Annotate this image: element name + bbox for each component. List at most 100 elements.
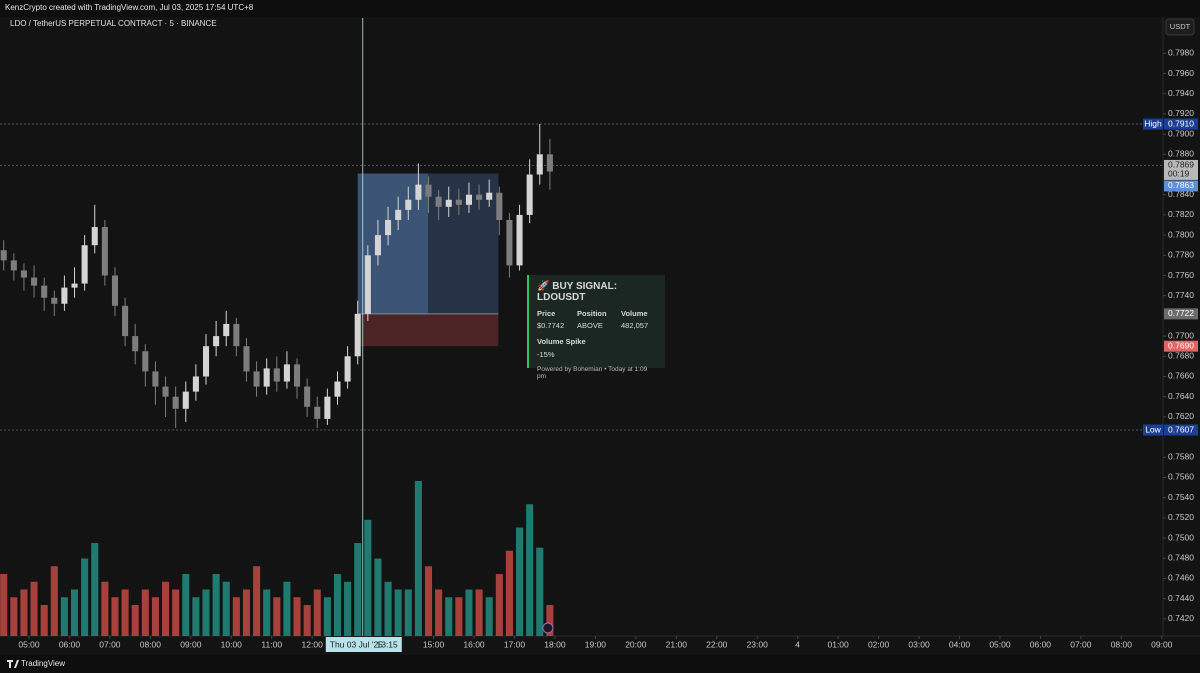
volume-bar (546, 605, 554, 636)
candle-body (465, 194, 473, 205)
x-tick-label: 19:00 (585, 639, 607, 649)
candle-body (283, 364, 290, 382)
candle-body (152, 371, 159, 387)
candle-body (476, 194, 483, 200)
currency[interactable]: USDT (1170, 22, 1191, 31)
volume-bar (182, 574, 190, 636)
x-tick-label: 17:00 (504, 639, 526, 649)
candle-body (162, 386, 169, 397)
volume-bar (273, 597, 281, 636)
candle-body (334, 381, 341, 397)
y-tick-label: 0.7940 (1168, 88, 1194, 98)
y-tick-label: 0.7640 (1168, 391, 1194, 401)
volume-bar (424, 566, 433, 636)
x-tick-label: 09:00 (1151, 639, 1173, 649)
candle-body (486, 192, 493, 200)
x-tick-label: 23:00 (747, 639, 769, 649)
footer-bar (0, 655, 1200, 673)
volume-bar (111, 597, 119, 636)
card-value: -15% (537, 350, 555, 359)
volume-bar (121, 589, 129, 636)
candle-body (172, 396, 179, 409)
card-value: $0.7742 (537, 321, 565, 330)
x-tick-label: 22:00 (706, 639, 728, 649)
card-value: ABOVE (577, 321, 603, 330)
volume-bar (50, 566, 58, 636)
currency-button[interactable] (1165, 18, 1195, 36)
candle-body (526, 174, 533, 215)
candle-body (314, 406, 321, 419)
stop-box (1164, 340, 1198, 352)
x-tick-label: 05:00 (18, 639, 40, 649)
volume-bar (313, 589, 321, 636)
candle-body (506, 219, 513, 266)
x-tick-label: 4 (795, 639, 800, 649)
volume-bar (253, 566, 261, 636)
volume-bar (364, 519, 372, 636)
candle-body (41, 285, 48, 298)
marker-name: High (1144, 118, 1162, 128)
volume-bar (333, 574, 342, 636)
current-price: 0.7863 (1168, 180, 1194, 190)
y-tick-label: 0.7980 (1168, 48, 1194, 58)
volume-bar (131, 605, 139, 636)
volume-bar (516, 527, 524, 636)
candle-body (546, 154, 553, 172)
candle-body (202, 346, 210, 377)
volume-bar (263, 589, 271, 636)
loss-zone (357, 313, 499, 347)
candle-body (31, 277, 38, 286)
cursor-date: Thu 03 Jul '25 (330, 639, 383, 649)
entry-price: 0.7722 (1168, 308, 1194, 318)
volume-bar (162, 581, 170, 636)
candle-body (415, 184, 422, 200)
candle-body (425, 184, 432, 197)
volume-bar (374, 558, 382, 636)
volume-bar (40, 605, 48, 636)
volume-bar (222, 581, 230, 636)
volume-bar (354, 543, 362, 636)
candle-body (142, 351, 149, 372)
y-tick-label: 0.7660 (1168, 371, 1194, 381)
countdown: 00:19 (1168, 169, 1190, 179)
marker-value-box (1164, 424, 1198, 436)
x-tick-label: 20:00 (625, 639, 647, 649)
candle-body (364, 255, 371, 314)
marker-value-box (1164, 118, 1198, 130)
candle-body (233, 323, 240, 347)
candle-body (385, 219, 392, 236)
marker-name: Low (1145, 424, 1161, 434)
alert-icon (542, 622, 554, 634)
candle-body (435, 196, 442, 207)
y-tick-label: 0.7920 (1168, 108, 1194, 118)
x-tick-label: 08:00 (140, 639, 162, 649)
marker-value: 0.7607 (1168, 424, 1194, 434)
card-header: Volume (621, 309, 648, 318)
candle-body (20, 270, 27, 278)
volume-bar (101, 581, 109, 636)
x-tick-label: 18:00 (544, 639, 566, 649)
candle-body (455, 199, 462, 205)
y-tick-label: 0.7740 (1168, 290, 1194, 300)
y-tick-label: 0.7460 (1168, 573, 1194, 583)
volume-bar (91, 543, 99, 636)
volume-bar (283, 581, 291, 636)
x-tick-label: 12:00 (302, 639, 324, 649)
logo (7, 660, 19, 668)
y-tick-label: 0.7760 (1168, 270, 1194, 280)
card-title: 🚀 BUY SIGNAL: LDOUSDT (537, 281, 618, 303)
candle-body (122, 305, 129, 337)
volume-bar (202, 589, 210, 636)
y-tick-label: 0.7900 (1168, 128, 1194, 138)
candle-body (344, 356, 351, 382)
candle-body (0, 250, 7, 261)
volume-bar (30, 581, 38, 636)
y-tick-label: 0.7840 (1168, 189, 1194, 199)
volume-bar (212, 574, 220, 636)
candle-body (304, 386, 311, 407)
candle-body (405, 199, 412, 210)
credit: KenzCrypto created with TradingView.com,… (5, 3, 254, 12)
candle-body (263, 368, 270, 387)
y-tick-label: 0.7820 (1168, 209, 1194, 219)
